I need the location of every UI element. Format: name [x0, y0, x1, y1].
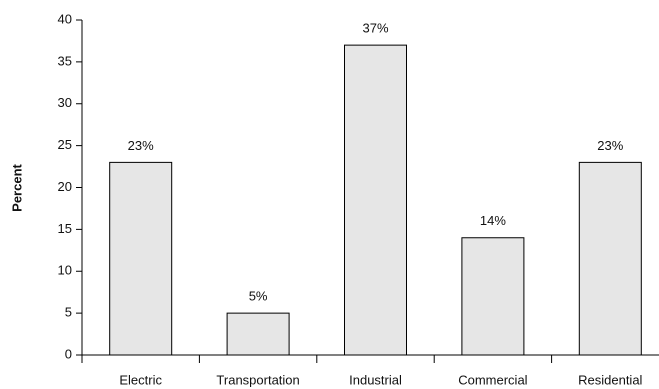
y-tick-label: 0 [65, 346, 72, 361]
bar [461, 237, 525, 356]
y-tick-label: 10 [58, 263, 72, 278]
x-tick-label: Commercial [458, 372, 527, 387]
y-axis-label: Percent [9, 163, 24, 211]
bar [226, 312, 290, 356]
x-tick-label: Transportation [216, 372, 299, 387]
y-tick-label: 40 [58, 11, 72, 26]
data-label: 5% [249, 289, 268, 304]
y-tick-label: 35 [58, 53, 72, 68]
y-tick-label: 30 [58, 95, 72, 110]
y-tick-label: 20 [58, 179, 72, 194]
data-label: 14% [480, 213, 506, 228]
bar [344, 44, 407, 356]
x-tick-label: Residential [578, 372, 642, 387]
y-tick-label: 5 [65, 305, 72, 320]
data-label: 23% [128, 138, 154, 153]
x-tick-label: Electric [119, 372, 162, 387]
y-tick-label: 15 [58, 221, 72, 236]
bar [578, 161, 642, 356]
x-tick-label: Industrial [349, 372, 402, 387]
y-tick-label: 25 [58, 137, 72, 152]
data-label: 37% [362, 21, 388, 36]
data-label: 23% [597, 138, 623, 153]
bar [109, 161, 173, 356]
